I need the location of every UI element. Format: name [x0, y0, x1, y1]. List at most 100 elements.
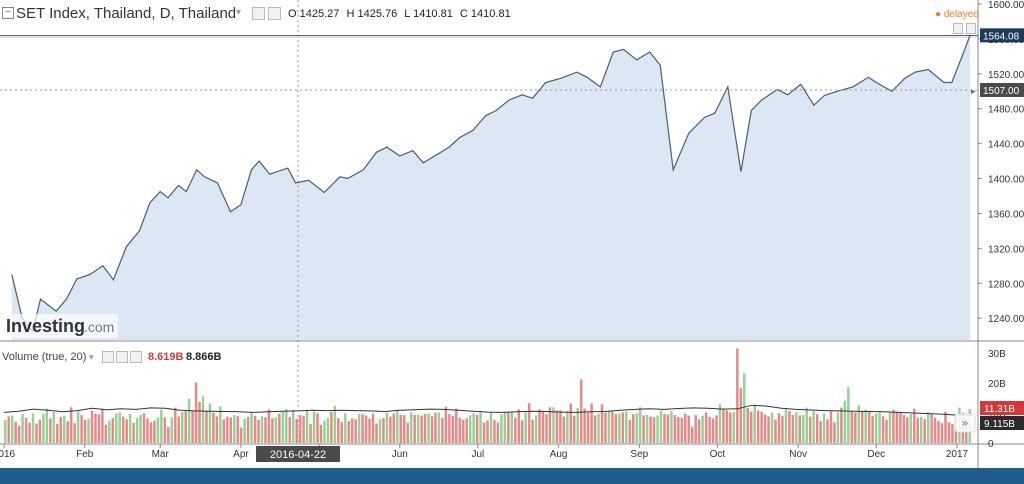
volume-bar	[354, 419, 357, 443]
volume-bar	[687, 415, 690, 443]
volume-bar	[722, 408, 725, 443]
volume-bar	[76, 411, 80, 443]
volume-bar	[777, 413, 781, 443]
time-tick-label: Dec	[867, 449, 885, 460]
volume-bar	[864, 409, 867, 443]
volume-bar	[711, 418, 715, 443]
volume-bar	[38, 419, 42, 443]
volume-bar	[326, 418, 330, 443]
volume-dropdown-icon[interactable]: ▾	[89, 352, 94, 362]
volume-bar	[736, 348, 739, 443]
volume-bar	[208, 403, 212, 443]
volume-bar	[382, 418, 385, 443]
volume-bar	[677, 416, 680, 443]
volume-bar	[937, 421, 940, 443]
volume-bar	[597, 413, 600, 443]
ohlc-open-key: O	[288, 8, 297, 20]
scale-icon[interactable]	[953, 23, 963, 34]
volume-bar	[607, 410, 611, 443]
collapse-icon[interactable]: −	[2, 7, 14, 19]
close-icon[interactable]	[268, 7, 281, 20]
volume-bar	[170, 417, 174, 443]
settings-icon[interactable]	[252, 7, 265, 20]
volume-bar	[174, 407, 177, 443]
volume-bar	[461, 419, 465, 443]
volume-bar	[697, 419, 701, 443]
volume-bar	[680, 417, 684, 443]
chart-canvas: 1240.00 1280.00 1320.00 1360.00 1400.00 1440.…	[0, 0, 1024, 468]
volume-bar	[725, 410, 729, 443]
time-tick-label: Nov	[789, 449, 807, 460]
volume-bar	[496, 422, 500, 443]
volume-bar	[406, 422, 409, 443]
volume-bar	[673, 415, 677, 443]
volume-bar	[749, 411, 753, 443]
volume-bar	[649, 416, 652, 443]
volume-bar	[139, 414, 142, 443]
ohlc-low-key: L	[404, 8, 411, 20]
volume-bar	[798, 415, 802, 443]
volume-bar	[305, 410, 309, 443]
volume-bar	[385, 412, 389, 443]
volume-bar	[125, 419, 128, 443]
volume-bar	[586, 412, 590, 443]
chart-title[interactable]: SET Index, Thailand, D, Thailand	[16, 5, 237, 22]
volume-bar	[191, 410, 194, 443]
volume-settings-icon[interactable]	[116, 351, 128, 363]
volume-bar	[319, 424, 323, 443]
title-dropdown-icon[interactable]: ▾	[236, 7, 242, 18]
volume-bar	[704, 412, 708, 443]
volume-bar	[860, 411, 864, 443]
volume-bar	[455, 408, 458, 443]
volume-bar	[94, 413, 97, 443]
volume-bar	[278, 413, 281, 443]
volume-last-box	[980, 401, 1024, 415]
volume-bar	[361, 414, 364, 443]
time-tick-label: Jun	[392, 449, 408, 460]
volume-bar	[420, 415, 423, 443]
volume-bar	[73, 423, 76, 443]
volume-bar	[427, 413, 430, 443]
volume-bar	[475, 414, 479, 443]
volume-bar	[663, 413, 666, 443]
volume-bar	[45, 408, 49, 443]
volume-bar	[628, 419, 632, 443]
volume-bar	[562, 416, 566, 443]
scale-icon[interactable]	[966, 23, 976, 34]
volume-bar	[812, 411, 815, 443]
volume-bar	[659, 410, 663, 443]
volume-label[interactable]: Volume (true, 20)	[2, 351, 87, 363]
volume-bar	[940, 423, 944, 443]
volume-bar	[135, 418, 139, 443]
volume-bar	[59, 416, 63, 443]
price-area-fill	[11, 35, 970, 341]
volume-bar	[538, 409, 541, 443]
volume-bar	[947, 422, 951, 443]
volume-close-icon[interactable]	[130, 351, 142, 363]
price-tick-label: 1400.00	[988, 175, 1024, 186]
volume-bar	[441, 417, 444, 443]
volume-bar	[389, 416, 392, 443]
volume-bar	[756, 410, 760, 443]
volume-bar	[590, 403, 593, 443]
time-tick-label: 2016	[0, 449, 16, 460]
volume-bar	[701, 415, 704, 443]
volume-bar	[35, 423, 38, 443]
volume-bar	[409, 412, 413, 443]
volume-bar	[486, 420, 489, 443]
volume-bar	[919, 416, 923, 443]
volume-bar	[31, 413, 35, 443]
crosshair-date-box	[256, 446, 340, 462]
double-chevron-right-icon[interactable]: »	[961, 416, 968, 430]
volume-bar	[527, 403, 531, 443]
volume-bar	[930, 414, 933, 443]
ohlc-low-value: 1410.81	[413, 8, 453, 20]
volume-bar	[555, 410, 559, 443]
volume-tick-label: 0	[988, 439, 994, 450]
volume-bar	[160, 409, 163, 443]
volume-bar	[239, 427, 243, 443]
volume-bar	[833, 422, 836, 443]
volume-visibility-icon[interactable]	[102, 351, 114, 363]
volume-bar	[690, 426, 694, 443]
volume-bar	[899, 412, 902, 443]
